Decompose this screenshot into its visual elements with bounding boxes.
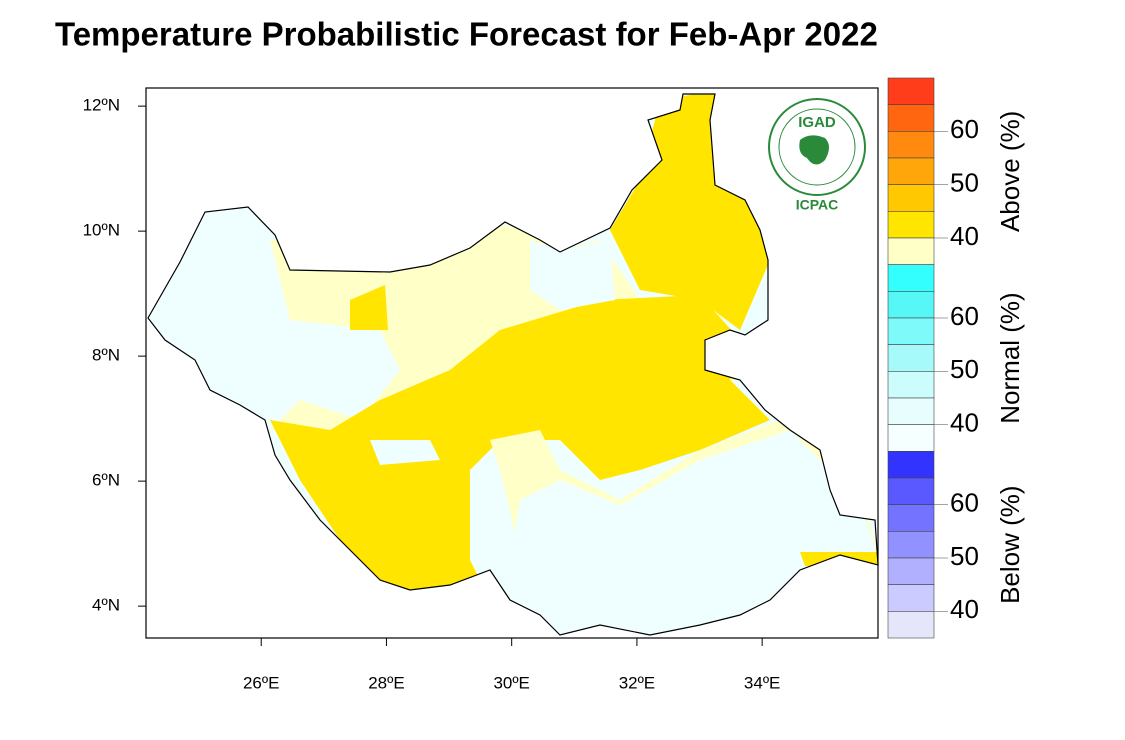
colorbar-tick-label: 40 bbox=[950, 594, 979, 624]
color-box bbox=[887, 531, 935, 559]
lon-tick-label: 30ºE bbox=[493, 673, 529, 692]
colorbar-label: Normal (%) bbox=[995, 292, 1025, 423]
colorbar-tick-label: 50 bbox=[950, 541, 979, 571]
lon-tick-label: 34ºE bbox=[744, 673, 780, 692]
color-box bbox=[887, 371, 935, 399]
color-box bbox=[887, 317, 935, 345]
logo-org: ICPAC bbox=[796, 197, 839, 213]
color-box bbox=[887, 477, 935, 505]
colorbar-tick-label: 60 bbox=[950, 301, 979, 331]
colorbar-label: Above (%) bbox=[995, 111, 1025, 232]
colorbar-tick-label: 50 bbox=[950, 354, 979, 384]
map-title: Temperature Probabilistic Forecast for F… bbox=[55, 16, 878, 53]
colorbar-tick-label: 50 bbox=[950, 168, 979, 198]
color-box bbox=[887, 557, 935, 585]
colorbar-tick-label: 40 bbox=[950, 408, 979, 438]
forecast-field bbox=[148, 94, 878, 635]
color-box bbox=[887, 451, 935, 479]
lat-tick-label: 4ºN bbox=[92, 596, 120, 615]
color-box bbox=[887, 131, 935, 159]
color-box bbox=[887, 211, 935, 239]
lat-tick-label: 8ºN bbox=[92, 346, 120, 365]
lon-tick-label: 32ºE bbox=[619, 673, 655, 692]
color-box bbox=[887, 424, 935, 452]
color-box bbox=[887, 237, 935, 265]
color-box bbox=[887, 611, 935, 639]
color-box bbox=[887, 291, 935, 319]
color-box bbox=[887, 264, 935, 292]
color-box bbox=[887, 157, 935, 185]
lon-tick-label: 26ºE bbox=[243, 673, 279, 692]
color-box bbox=[887, 504, 935, 532]
colorbar-label: Below (%) bbox=[995, 485, 1025, 603]
lat-tick-label: 6ºN bbox=[92, 471, 120, 490]
color-box bbox=[887, 397, 935, 425]
color-box bbox=[887, 184, 935, 212]
color-box bbox=[887, 104, 935, 132]
colorbar-tick-label: 40 bbox=[950, 221, 979, 251]
logo: IGAD ICPAC bbox=[768, 98, 866, 213]
color-box bbox=[887, 584, 935, 612]
color-box bbox=[887, 344, 935, 372]
logo-name: IGAD bbox=[798, 114, 836, 131]
country-border bbox=[147, 93, 879, 636]
lat-tick-label: 12ºN bbox=[83, 96, 120, 115]
lon-tick-label: 28ºE bbox=[368, 673, 404, 692]
colorbar-tick-label: 60 bbox=[950, 114, 979, 144]
color-box bbox=[887, 77, 935, 105]
lat-tick-label: 10ºN bbox=[83, 221, 120, 240]
colorbar-tick-label: 60 bbox=[950, 488, 979, 518]
